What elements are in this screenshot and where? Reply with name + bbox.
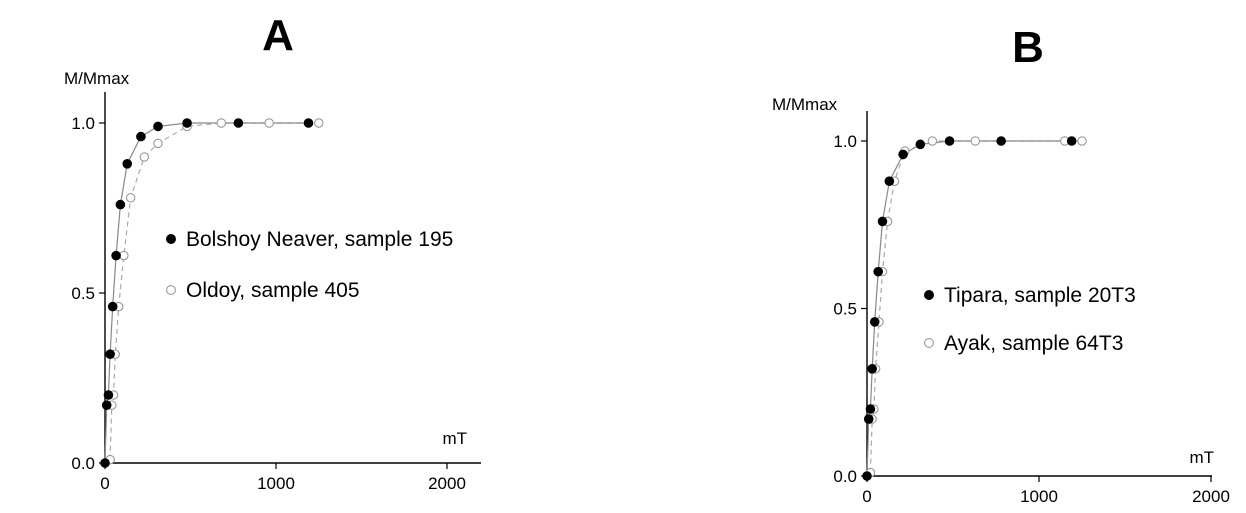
chart-0-legend-marker-0	[165, 233, 176, 244]
chart-0-series-0-point	[233, 118, 244, 128]
chart-1-series-0-point	[898, 149, 908, 160]
chart-1-series-0-point	[862, 471, 872, 481]
chart-1-series-1-point	[927, 136, 938, 146]
chart-1-series-0-point	[867, 363, 877, 374]
chart-1-series-0-point	[915, 139, 926, 150]
chart-1-series-0-point	[863, 414, 874, 424]
chart-1-legend-marker-1	[924, 338, 934, 348]
chart-0-series-0-point	[111, 250, 121, 261]
chart-0-legend-marker-1	[166, 285, 176, 295]
chart-1-legend-label-1: Ayak, sample 64T3	[944, 332, 1123, 355]
chart-0-y-tick-label: 0.5	[71, 284, 95, 303]
chart-0-series-1-point	[264, 118, 274, 128]
chart-1-series-0-point	[944, 136, 955, 146]
chart-1-x-tick-label: 1000	[1020, 487, 1058, 506]
chart-0-y-tick-label: 0.0	[71, 454, 95, 473]
chart-0-series-0-point	[105, 349, 115, 360]
chart-0-series-0-point	[107, 301, 118, 312]
chart-0-panel-label: A	[262, 11, 294, 60]
chart-0-legend-label-1: Oldoy, sample 405	[186, 279, 360, 302]
chart-0-series-1-point	[125, 193, 136, 203]
chart-1-series-0-point	[873, 266, 883, 277]
chart-0-series-1-point	[216, 118, 227, 128]
chart-0-series-0-point	[103, 390, 114, 400]
chart-1-y-tick-label: 0.0	[833, 467, 857, 486]
chart-1-series-0-point	[869, 317, 880, 327]
chart-0-series-0-point	[153, 121, 163, 132]
chart-1-series-0-point	[877, 216, 888, 227]
chart-1-series-0-point	[996, 136, 1006, 146]
chart-1-series-0-line	[866, 140, 1072, 477]
chart-0-legend-label-0: Bolshoy Neaver, sample 195	[186, 228, 453, 251]
chart-0-series-0-point	[182, 118, 192, 128]
chart-1-x-tick-label: 0	[862, 487, 871, 506]
chart-0: A M/Mmax mT 0.0 0.5 1.0 0 1000 2000 Bolshoy Neave…	[64, 11, 481, 493]
chart-1-series-1-point	[1077, 136, 1087, 146]
chart-0-y-tick-label: 1.0	[71, 114, 95, 133]
chart-0-series-0-point	[136, 131, 146, 142]
chart-0-series-0-point	[115, 199, 126, 210]
chart-1-y-axis-label: M/Mmax	[772, 95, 838, 114]
chart-0-series-0-point	[303, 118, 314, 128]
chart-1-legend-marker-0	[924, 289, 935, 300]
chart-1-legend-label-0: Tipara, sample 20T3	[944, 284, 1136, 307]
chart-0-series-1-point	[313, 118, 324, 128]
chart-0-x-tick-label: 1000	[257, 474, 295, 493]
chart-1-series-0-point	[884, 176, 895, 187]
chart-0-y-axis-label: M/Mmax	[64, 69, 130, 88]
chart-1-x-tick-label: 2000	[1192, 487, 1230, 506]
chart-1-series-1-point	[970, 136, 981, 146]
chart-1-series-0-point	[1066, 136, 1077, 146]
chart-0-series-1-point	[139, 152, 150, 162]
chart-1: B M/Mmax mT 0.0 0.5 1.0 0 1000 2000 Tipara, sampl…	[772, 23, 1230, 506]
chart-1-panel-label: B	[1012, 23, 1044, 72]
chart-0-x-tick-label: 0	[100, 474, 109, 493]
chart-1-x-axis-label: mT	[1189, 448, 1214, 467]
chart-0-series-0-point	[122, 159, 133, 169]
chart-1-series-0-point	[865, 404, 876, 414]
chart-0-series-0-point	[100, 458, 110, 468]
chart-0-series-0-point	[101, 400, 112, 411]
chart-0-x-tick-label: 2000	[428, 474, 466, 493]
chart-0-series-1-point	[153, 138, 163, 149]
chart-1-y-tick-label: 0.5	[833, 300, 857, 319]
chart-1-y-tick-label: 1.0	[833, 132, 857, 151]
chart-0-x-axis-label: mT	[442, 429, 467, 448]
